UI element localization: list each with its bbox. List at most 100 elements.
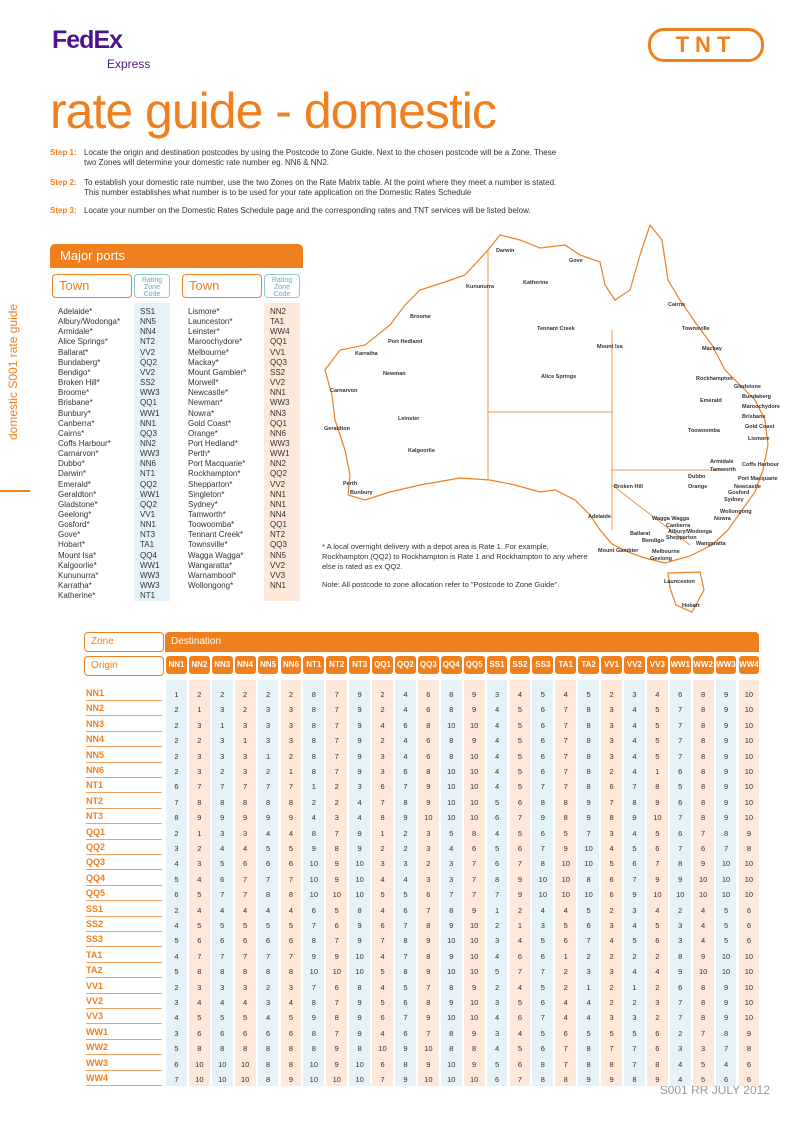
- rate-cell: 10: [584, 890, 593, 900]
- rate-cell: 8: [449, 1044, 454, 1054]
- zone-code: QQ2: [140, 479, 157, 489]
- rate-cell: 5: [265, 844, 271, 853]
- row-header: SS2: [86, 918, 162, 932]
- rate-cell: 6: [426, 690, 431, 699]
- rate-cell: 8: [197, 797, 202, 807]
- rate-cell: 4: [701, 905, 706, 915]
- zone-column: [264, 303, 300, 601]
- rate-cell: 10: [447, 813, 456, 823]
- zone-code: QQ2: [140, 357, 157, 367]
- rate-cell: 3: [494, 998, 500, 1007]
- rate-cell: 8: [311, 720, 316, 730]
- rate-cell: 7: [265, 874, 271, 884]
- map-label: Gosford: [728, 490, 749, 496]
- column-band: [532, 680, 554, 1087]
- rate-cell: 8: [334, 1013, 339, 1023]
- rate-cell: 2: [174, 828, 179, 838]
- rate-cell: 8: [220, 967, 225, 977]
- rate-cell: 3: [220, 828, 225, 838]
- rate-cell: 7: [678, 1013, 683, 1023]
- rate-cell: 8: [701, 1013, 706, 1023]
- rate-cell: 2: [220, 690, 225, 699]
- rate-cell: 10: [424, 813, 433, 823]
- row-header: VV3: [86, 1010, 162, 1025]
- zone-code: QQ1: [140, 398, 157, 408]
- rate-cell: 1: [288, 767, 294, 776]
- rate-cell: 6: [563, 936, 568, 946]
- rate-cell: 9: [449, 951, 454, 961]
- rate-cell: 9: [678, 874, 683, 884]
- map-label: Cairns: [668, 302, 685, 308]
- rate-cell: 6: [380, 1059, 385, 1069]
- rate-cell: 9: [243, 813, 248, 823]
- rate-cell: 8: [380, 813, 385, 823]
- row-header: NT2: [86, 795, 162, 809]
- rate-cell: 10: [447, 1059, 456, 1069]
- zone-label: Zone: [84, 632, 164, 652]
- town: Lismore*: [188, 307, 220, 316]
- rate-cell: 3: [609, 751, 614, 761]
- map-label: Launceston: [664, 579, 696, 585]
- rate-cell: 9: [403, 813, 408, 823]
- rate-cell: 5: [380, 967, 385, 977]
- map-label: Toowoomba: [688, 428, 721, 434]
- rate-cell: 4: [380, 1028, 385, 1038]
- town: Rockhampton*: [188, 469, 241, 479]
- map-label: Townsville: [682, 326, 710, 332]
- rate-cell: 10: [469, 936, 479, 946]
- rate-cell: 4: [174, 1013, 179, 1023]
- zone-column: [134, 303, 170, 601]
- rate-cell: 8: [701, 720, 706, 730]
- rate-cell: 7: [632, 782, 637, 792]
- town: Brisbane*: [58, 398, 93, 408]
- town: Toowoomba*: [188, 520, 235, 530]
- rate-cell: 7: [517, 813, 523, 823]
- rate-cell: 10: [744, 1013, 754, 1023]
- rate-cell: 10: [721, 874, 731, 884]
- zone-code: NN6: [140, 459, 157, 469]
- rate-cell: 8: [540, 797, 545, 807]
- rate-cell: 10: [698, 967, 708, 977]
- rate-cell: 7: [174, 797, 179, 807]
- rate-cell: 7: [334, 736, 339, 746]
- row-header: NT3: [86, 810, 162, 825]
- rate-cell: 3: [632, 905, 637, 915]
- zone-code: NN1: [270, 489, 287, 499]
- rate-cell: 1: [380, 828, 385, 838]
- column-header: QQ2: [395, 656, 416, 674]
- rate-cell: 4: [701, 936, 706, 946]
- rate-cell: 10: [309, 1075, 318, 1084]
- rate-cell: 7: [403, 1013, 408, 1023]
- rate-cell: 8: [449, 905, 454, 915]
- rate-cell: 8: [288, 967, 294, 977]
- rate-cell: 7: [563, 1044, 568, 1054]
- rate-cell: 9: [540, 813, 545, 823]
- rate-cell: 5: [494, 967, 500, 977]
- rate-cell: 9: [334, 951, 339, 961]
- town: Sydney*: [188, 499, 218, 509]
- rate-cell: 7: [334, 998, 339, 1007]
- rate-cell: 6: [494, 859, 500, 869]
- rate-cell: 7: [403, 921, 408, 930]
- column-header: NT2: [326, 656, 348, 674]
- town: Tennant Creek*: [188, 530, 244, 540]
- rate-cell: 8: [655, 1059, 660, 1069]
- rate-cell: 3: [197, 767, 202, 776]
- step-text: Locate your number on the Domestic Rates…: [84, 206, 531, 215]
- rate-cell: 8: [449, 982, 454, 992]
- rate-cell: 8: [586, 705, 591, 715]
- town: Gladstone*: [58, 499, 98, 509]
- town: Albury/Wodonga*: [58, 317, 121, 327]
- rate-cell: 7: [655, 859, 660, 869]
- rate-cell: 8: [311, 936, 316, 946]
- rate-cell: 7: [243, 782, 248, 792]
- town: Emerald*: [58, 479, 91, 489]
- rate-cell: 3: [380, 767, 385, 776]
- column-band: [486, 680, 508, 1087]
- rate-cell: 2: [265, 767, 271, 776]
- rate-cell: 7: [563, 1059, 568, 1069]
- tnt-logo: TNT: [648, 28, 764, 62]
- map-label: Gladstone: [734, 384, 761, 390]
- rate-cell: 7: [220, 890, 225, 900]
- rate-cell: 9: [723, 1013, 729, 1023]
